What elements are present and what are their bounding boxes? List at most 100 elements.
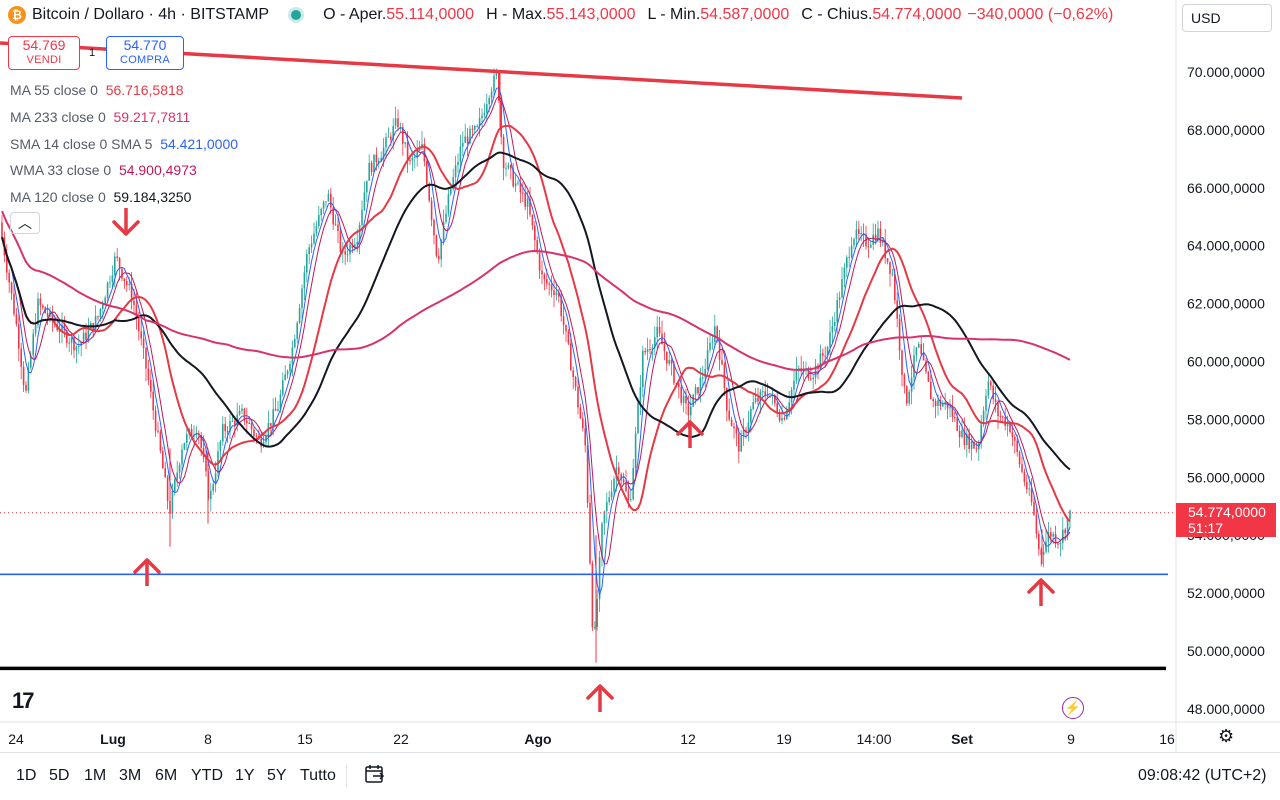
candle-body — [714, 326, 716, 342]
candle-body — [718, 337, 721, 360]
tradingview-logo[interactable]: 17 — [12, 688, 35, 713]
candle-body — [162, 450, 164, 469]
candle-body — [668, 359, 670, 364]
candle-body — [982, 410, 985, 425]
candle-body — [140, 331, 142, 339]
candle-body — [562, 316, 565, 325]
candle-body — [1069, 510, 1071, 519]
candle-body — [841, 279, 843, 298]
range-5d[interactable]: 5D — [49, 767, 70, 784]
candle-body — [248, 422, 250, 424]
indicator-ma233[interactable]: MA 233 close 0 59.217,7811 — [10, 109, 191, 125]
candle-body — [406, 142, 409, 161]
indicator-ma120[interactable]: MA 120 close 0 59.184,3250 — [10, 189, 192, 205]
candle-body — [759, 391, 762, 402]
arrow-head — [133, 558, 161, 574]
candle-body — [339, 231, 342, 252]
candle-body — [63, 324, 66, 331]
candle-body — [680, 386, 682, 403]
candle-body — [416, 150, 418, 157]
arrow-up-lug — [133, 558, 161, 586]
sell-button[interactable]: 54.769 VENDI — [8, 36, 80, 70]
candle-body — [558, 292, 560, 297]
candle-body — [97, 316, 99, 318]
candle-body — [157, 430, 159, 432]
candle-body — [644, 350, 646, 353]
candle-body — [349, 244, 351, 255]
range-6m[interactable]: 6M — [155, 767, 178, 784]
range-all[interactable]: Tutto — [300, 767, 336, 784]
arrow-up-set — [1027, 578, 1055, 606]
calendar-range-icon[interactable] — [364, 763, 386, 785]
candle-body — [454, 165, 457, 178]
candle-body — [735, 428, 738, 434]
candle-body — [10, 282, 13, 294]
candle-body — [354, 244, 356, 249]
range-5y[interactable]: 5Y — [267, 767, 287, 784]
range-1m[interactable]: 1M — [84, 767, 107, 784]
candle-body — [493, 75, 495, 92]
candle-body — [13, 293, 15, 315]
candle-body — [114, 256, 116, 276]
range-ytd[interactable]: YTD — [191, 767, 223, 784]
candle-body — [783, 417, 786, 420]
candle-body — [870, 244, 872, 248]
candle-body — [390, 136, 392, 140]
candle-body — [560, 296, 562, 317]
candle-body — [181, 449, 183, 465]
candle-body — [205, 457, 207, 472]
candle-body — [514, 183, 517, 187]
ohlc-low: L - Min.54.587,0000 — [647, 6, 790, 23]
candle-body — [637, 403, 639, 434]
candle-body — [150, 380, 152, 392]
x-tick-label: 8 — [204, 731, 212, 747]
candle-body — [255, 435, 258, 437]
candle-body — [687, 403, 690, 416]
buy-button[interactable]: 54.770 COMPRA — [106, 36, 184, 70]
annotation-arrows — [112, 208, 1055, 712]
candle-body — [1050, 532, 1052, 537]
indicator-sma14[interactable]: SMA 14 close 0 SMA 5 54.421,0000 — [10, 136, 239, 152]
candle-body — [270, 423, 272, 426]
bolt-icon[interactable]: ⚡ — [1062, 697, 1084, 719]
candle-body — [154, 410, 157, 431]
candle-body — [464, 136, 466, 143]
candle-body — [642, 350, 644, 387]
indicator-wma33[interactable]: WMA 33 close 0 54.900,4973 — [10, 162, 197, 178]
candle-body — [726, 388, 728, 411]
arrow-head — [1027, 578, 1055, 594]
collapse-indicators-button[interactable]: ︿ — [10, 212, 40, 234]
candle-body — [229, 421, 231, 433]
indicator-ma55[interactable]: MA 55 close 0 56.716,5818 — [10, 82, 184, 98]
range-1d[interactable]: 1D — [16, 767, 37, 784]
buy-label: COMPRA — [119, 54, 171, 66]
candle-body — [109, 281, 111, 283]
x-tick-label: 12 — [680, 731, 696, 747]
range-3m[interactable]: 3M — [119, 767, 142, 784]
candle-body — [358, 225, 361, 242]
candle-body — [1059, 542, 1062, 545]
candle-body — [75, 346, 78, 351]
candle-body — [462, 142, 464, 147]
candle-body — [961, 430, 963, 438]
gear-icon[interactable]: ⚙ — [1218, 726, 1235, 746]
candle-body — [332, 207, 334, 225]
candle-body — [937, 400, 939, 406]
candle-body — [954, 417, 956, 419]
candle-body — [651, 347, 654, 350]
candle-body — [78, 345, 80, 347]
range-1y[interactable]: 1Y — [235, 767, 255, 784]
candle-body — [438, 255, 440, 260]
candle-body — [1009, 422, 1011, 432]
candle-body — [901, 350, 903, 375]
symbol-title[interactable]: Bitcoin / Dollaro · 4h · BITSTAMP — [32, 6, 270, 23]
currency-select[interactable]: USD — [1182, 4, 1272, 32]
candle-body — [546, 279, 548, 284]
candle-body — [138, 318, 140, 332]
candle-body — [980, 424, 982, 444]
clock-readout[interactable]: 09:08:42 (UTC+2) — [1138, 767, 1267, 784]
y-tick-label: 56.000,0000 — [1187, 469, 1265, 485]
candle-body — [1006, 422, 1009, 426]
candle-body — [471, 128, 474, 130]
